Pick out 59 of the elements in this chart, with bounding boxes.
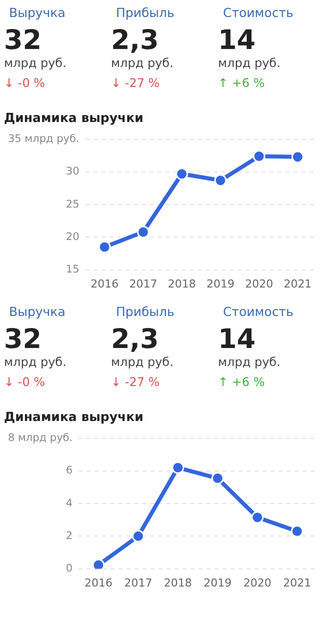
y-tick-label: 15 bbox=[66, 264, 80, 276]
y-tick-label: 30 bbox=[66, 166, 80, 178]
x-tick-label: 2020 bbox=[243, 576, 272, 590]
y-tick-label: 2 bbox=[66, 530, 73, 542]
chart-title: Динамика выручки bbox=[4, 110, 144, 125]
x-tick-label: 2019 bbox=[204, 576, 232, 590]
x-tick-label: 2016 bbox=[84, 576, 112, 590]
text: млрд руб. bbox=[218, 355, 282, 369]
text: 32 bbox=[4, 324, 43, 355]
point bbox=[92, 558, 105, 569]
category-label: Прибыль bbox=[115, 4, 176, 22]
x-tick-label: 2018 bbox=[168, 277, 196, 290]
y-tick-label: 25 bbox=[66, 198, 80, 210]
point bbox=[214, 174, 227, 187]
y-tick-label: 35 млрд руб. bbox=[8, 133, 80, 146]
text: млрд руб. bbox=[4, 355, 68, 369]
x-tick-label: 2017 bbox=[124, 576, 152, 590]
category-label: Стоимость bbox=[222, 4, 294, 22]
x-tick-label: 2017 bbox=[129, 277, 158, 290]
text: ↓ -0 % bbox=[4, 375, 46, 389]
category-label: Выручка bbox=[8, 4, 66, 22]
y-tick-label: 6 bbox=[66, 464, 73, 477]
point bbox=[172, 461, 184, 474]
point bbox=[211, 472, 224, 485]
point bbox=[136, 226, 150, 238]
y-tick-label: 0 bbox=[66, 562, 73, 575]
text: млрд руб. bbox=[111, 355, 174, 369]
x-tick-label: 2021 bbox=[284, 277, 312, 290]
text: 32 bbox=[4, 25, 43, 56]
text: ↑ +6 % bbox=[218, 375, 266, 389]
text: 14 bbox=[218, 25, 257, 56]
text: 2,3 bbox=[111, 324, 160, 355]
category-label: Стоимость bbox=[222, 303, 294, 321]
text: ↓ -0 % bbox=[4, 76, 46, 90]
chart-title: Динамика выручки bbox=[4, 409, 144, 424]
category-label: Выручка bbox=[8, 303, 66, 321]
x-tick-label: 2021 bbox=[283, 576, 312, 590]
point bbox=[176, 168, 188, 180]
x-tick-label: 2020 bbox=[245, 277, 274, 290]
point bbox=[251, 511, 264, 524]
text: млрд руб. bbox=[4, 56, 68, 70]
text: 14 bbox=[218, 324, 257, 355]
x-tick-label: 2018 bbox=[164, 576, 192, 590]
point bbox=[290, 525, 304, 538]
y-tick-label: 4 bbox=[66, 497, 73, 510]
text: ↓ -27 % bbox=[111, 76, 161, 90]
point bbox=[132, 530, 144, 542]
text: 2,3 bbox=[111, 25, 160, 56]
point bbox=[291, 150, 304, 164]
x-tick-label: 2016 bbox=[90, 277, 119, 290]
category-label: Прибыль bbox=[115, 303, 176, 321]
text: ↓ -27 % bbox=[111, 375, 161, 389]
y-tick-label: 8 млрд руб. bbox=[8, 432, 73, 444]
text: млрд руб. bbox=[111, 56, 174, 70]
text: млрд руб. bbox=[218, 56, 282, 70]
text: ↑ +6 % bbox=[218, 76, 266, 90]
x-tick-label: 2019 bbox=[206, 277, 234, 290]
y-tick-label: 20 bbox=[66, 230, 80, 243]
point bbox=[98, 240, 111, 254]
